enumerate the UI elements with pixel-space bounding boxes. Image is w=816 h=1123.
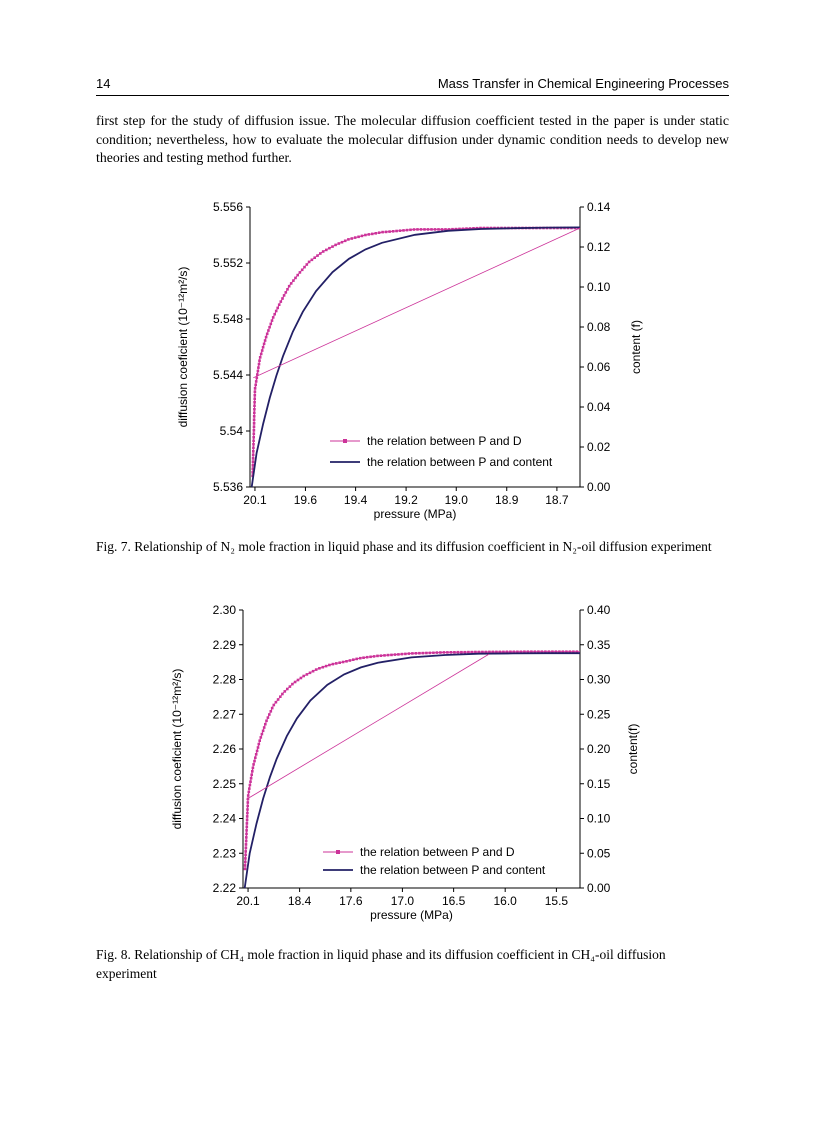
fig7-caption: Fig. 7. Relationship of N₂ mole fraction… — [96, 539, 712, 554]
fig7-yright-tick-label: 0.10 — [587, 280, 611, 294]
fig8-yleft-tick-label: 2.25 — [213, 777, 237, 791]
fig8-legend-label: the relation between P and content — [360, 863, 546, 877]
fig8-xaxis-title: pressure (MPa) — [370, 908, 453, 922]
fig7-x-tick-label: 20.1 — [243, 493, 267, 507]
fig7-yright-tick-label: 0.06 — [587, 360, 611, 374]
fig8-yright-tick-label: 0.10 — [587, 812, 611, 826]
fig8-x-tick-label: 16.0 — [494, 894, 518, 908]
fig8-yright-tick-label: 0.15 — [587, 777, 611, 791]
fig8-x-tick-label: 17.6 — [339, 894, 363, 908]
fig8-chart: 2.30 2.29 2.28 2.27 2.26 2.25 2.24 2.23 2.22 0.40… — [165, 598, 680, 943]
fig7-yleft-tick-label: 5.544 — [213, 368, 243, 382]
fig8-yleft-tick-label: 2.30 — [213, 603, 237, 617]
fig7-x-tick-label: 18.9 — [495, 493, 519, 507]
fig7-axes — [246, 206, 584, 491]
fig8-series-0-markers — [243, 650, 579, 871]
fig8-series-1 — [243, 652, 580, 889]
fig7-yaxis-left-title: diffusion coeficient (10⁻¹²m²/s) — [176, 267, 190, 428]
fig8-yleft-tick-label: 2.27 — [213, 707, 237, 721]
fig8-caption: Fig. 8. Relationship of CH₄ mole fractio… — [96, 947, 666, 981]
fig7-legend-label: the relation between P and content — [367, 455, 553, 469]
page-header: 14 Mass Transfer in Chemical Engineering… — [96, 76, 729, 91]
fig7-yright-tick-label: 0.00 — [587, 480, 611, 494]
fig7-legend: the relation between P and D the relation… — [330, 434, 553, 469]
fig8-yright-tick-label: 0.05 — [587, 846, 611, 860]
fig8-series-0 — [244, 651, 580, 869]
fig8-yaxis-right-title: content(f) — [626, 724, 640, 775]
fig7-xaxis-title: pressure (MPa) — [374, 507, 457, 521]
fig8-legend: the relation between P and D the relation… — [323, 845, 546, 877]
page-number: 14 — [96, 76, 111, 91]
fig8-yright-tick-label: 0.35 — [587, 638, 611, 652]
fig8-yright-tick-label: 0.20 — [587, 742, 611, 756]
fig8-axes — [239, 609, 584, 892]
fig8-yright-tick-label: 0.40 — [587, 603, 611, 617]
fig8-yright-tick-label: 0.30 — [587, 673, 611, 687]
fig8-yleft-tick-label: 2.28 — [213, 673, 237, 687]
fig7-yleft-tick-label: 5.54 — [220, 424, 244, 438]
fig8-yleft-tick-label: 2.23 — [213, 846, 237, 860]
fig8-legend-label: the relation between P and D — [360, 845, 515, 859]
fig7-series-1 — [250, 226, 581, 488]
fig8-yleft-tick-label: 2.24 — [213, 812, 237, 826]
fig7-chart: 5.556 5.552 5.548 5.544 5.54 5.536 0.14 0.12 0.1… — [170, 196, 680, 526]
fig7-x-tick-label: 18.7 — [545, 493, 569, 507]
fig7-yleft-tick-label: 5.548 — [213, 312, 243, 326]
fig8-x-tick-label: 15.5 — [545, 894, 569, 908]
fig8-x-tick-label: 17.0 — [391, 894, 415, 908]
fig7-x-tick-label: 19.4 — [344, 493, 368, 507]
body-paragraph: first step for the study of diffusion is… — [96, 113, 729, 166]
fig7-yleft-tick-label: 5.536 — [213, 480, 243, 494]
fig7-yright-tick-label: 0.04 — [587, 400, 611, 414]
fig7-yleft-tick-label: 5.556 — [213, 200, 243, 214]
fig8-yaxis-left-title: diffusion coeficient (10⁻¹²m²/s) — [170, 669, 184, 830]
fig7-x-tick-label: 19.6 — [294, 493, 318, 507]
fig7-x-tick-label: 19.2 — [394, 493, 418, 507]
fig8-plot: 2.30 2.29 2.28 2.27 2.26 2.25 2.24 2.23 2.22 0.40… — [170, 603, 640, 922]
fig7-plot: 5.556 5.552 5.548 5.544 5.54 5.536 0.14 0.12 0.1… — [176, 200, 643, 521]
fig8-series-2 — [246, 653, 490, 800]
fig7-yleft-tick-label: 5.552 — [213, 256, 243, 270]
fig7-legend-label: the relation between P and D — [367, 434, 522, 448]
fig7-yright-tick-label: 0.02 — [587, 440, 611, 454]
fig8-yright-tick-label: 0.00 — [587, 881, 611, 895]
fig7-yright-tick-label: 0.12 — [587, 240, 611, 254]
fig7-x-tick-label: 19.0 — [445, 493, 469, 507]
fig8-x-tick-label: 18.4 — [288, 894, 312, 908]
header-rule — [96, 95, 729, 96]
running-title: Mass Transfer in Chemical Engineering Pr… — [437, 76, 729, 91]
fig8-x-tick-label: 20.1 — [236, 894, 260, 908]
fig8-yleft-tick-label: 2.26 — [213, 742, 237, 756]
fig7-series-2 — [253, 227, 581, 379]
fig7-yright-tick-label: 0.08 — [587, 320, 611, 334]
fig8-yright-tick-label: 0.25 — [587, 707, 611, 721]
fig7-yaxis-right-title: content (f) — [629, 320, 643, 374]
fig8-yleft-tick-label: 2.29 — [213, 638, 237, 652]
fig8-x-tick-label: 16.5 — [442, 894, 466, 908]
fig7-yright-tick-label: 0.14 — [587, 200, 611, 214]
fig8-yleft-tick-label: 2.22 — [213, 881, 237, 895]
